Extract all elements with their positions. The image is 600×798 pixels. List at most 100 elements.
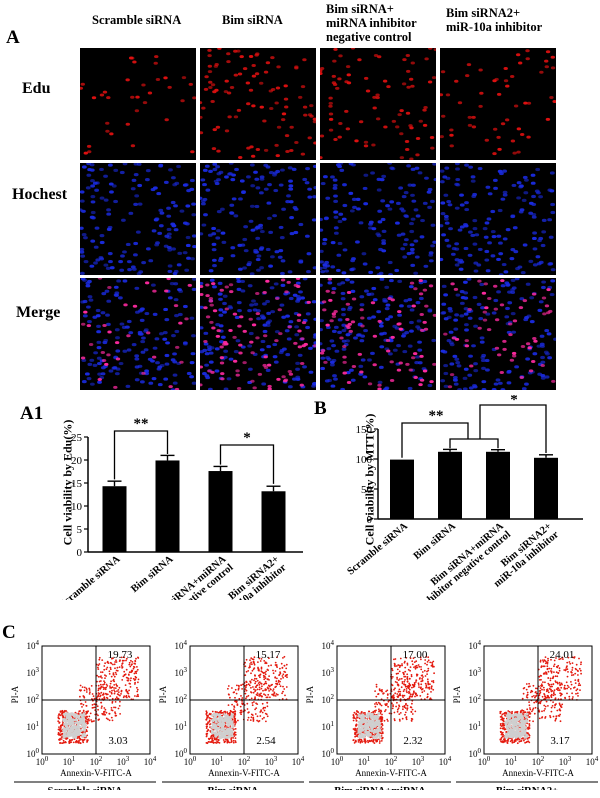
- flow-event-point: [579, 684, 582, 687]
- flow-event-point: [268, 690, 270, 692]
- flow-event-point: [235, 700, 238, 703]
- flow-event-point: [234, 723, 236, 725]
- flow-event-point: [372, 739, 375, 742]
- flow-core-point: [516, 722, 520, 726]
- flow-event-point: [207, 721, 209, 724]
- flow-event-point: [500, 736, 503, 739]
- flow-event-point: [422, 676, 424, 678]
- flow-event-point: [110, 680, 112, 683]
- flow-event-point: [86, 726, 89, 729]
- flow-event-point: [557, 672, 560, 674]
- flow-core-point: [214, 720, 218, 724]
- flow-event-point: [229, 710, 232, 712]
- flow-event-point: [82, 695, 85, 697]
- flow-event-point: [97, 664, 100, 667]
- flow-sample-label: Bim siRNA2+: [496, 786, 558, 790]
- flow-event-point: [247, 694, 250, 697]
- flow-core-point: [66, 733, 69, 737]
- flow-event-point: [501, 725, 504, 727]
- flow-upper-right-percent: 15.17: [256, 649, 281, 661]
- flow-event-point: [572, 674, 575, 676]
- flow-event-point: [113, 689, 115, 691]
- flow-event-point: [268, 657, 270, 660]
- flow-event-point: [99, 683, 102, 686]
- flow-event-point: [555, 657, 557, 659]
- flow-y-tick-label: 103: [322, 666, 335, 678]
- flow-event-point: [525, 741, 528, 744]
- flow-core-point: [67, 722, 70, 726]
- flow-event-point: [260, 658, 263, 660]
- flow-event-point: [97, 687, 100, 690]
- flow-event-point: [81, 686, 84, 688]
- flow-event-point: [216, 736, 219, 738]
- flow-event-point: [125, 659, 127, 662]
- flow-event-point: [266, 705, 269, 708]
- flow-core-point: [508, 735, 512, 739]
- flow-event-point: [258, 657, 261, 660]
- flow-event-point: [424, 682, 427, 685]
- flow-event-point: [136, 666, 138, 668]
- flow-event-point: [556, 682, 559, 685]
- flow-event-point: [255, 693, 258, 696]
- flow-event-point: [262, 672, 265, 674]
- flow-event-point: [401, 682, 404, 685]
- flow-event-point: [427, 683, 430, 686]
- flow-event-point: [253, 679, 255, 682]
- flow-event-point: [375, 740, 378, 743]
- flow-event-point: [88, 715, 91, 718]
- flow-event-point: [262, 674, 265, 677]
- flow-event-point: [355, 731, 358, 734]
- flow-event-point: [208, 713, 211, 716]
- flow-event-point: [429, 683, 431, 686]
- flow-event-point: [547, 677, 550, 679]
- flow-event-point: [392, 704, 394, 706]
- flow-event-point: [227, 685, 230, 687]
- flow-core-point: [516, 734, 519, 738]
- flow-event-point: [531, 690, 534, 693]
- flow-event-point: [502, 741, 504, 744]
- flow-event-point: [257, 661, 259, 663]
- flow-event-point: [391, 667, 393, 670]
- flow-event-point: [391, 707, 394, 710]
- flow-event-point: [542, 665, 545, 668]
- flow-event-point: [426, 670, 428, 673]
- flow-event-point: [233, 721, 235, 724]
- flow-event-point: [406, 664, 409, 666]
- flow-event-point: [127, 673, 130, 676]
- flow-event-point: [206, 714, 208, 717]
- panel-a-label: A: [6, 27, 20, 48]
- flow-event-point: [578, 667, 581, 670]
- flow-event-point: [97, 708, 99, 711]
- flow-core-point: [372, 736, 376, 739]
- flow-event-point: [77, 736, 80, 738]
- flow-event-point: [521, 709, 523, 711]
- flow-event-point: [91, 720, 94, 723]
- flow-event-point: [378, 710, 381, 712]
- flow-event-point: [270, 688, 272, 691]
- flow-core-point: [217, 732, 221, 736]
- flow-core-point: [62, 727, 66, 731]
- flow-event-point: [246, 719, 249, 721]
- flow-event-point: [558, 681, 561, 684]
- flow-core-point: [362, 719, 366, 723]
- flow-event-point: [355, 712, 358, 715]
- flow-core-point: [523, 714, 527, 717]
- flow-event-point: [544, 695, 547, 698]
- flow-event-point: [511, 710, 513, 713]
- flow-event-point: [259, 674, 261, 676]
- flow-event-point: [402, 708, 404, 711]
- flow-event-point: [556, 675, 559, 678]
- flow-event-point: [374, 739, 377, 741]
- flow-event-point: [415, 681, 417, 683]
- flow-event-point: [256, 679, 259, 682]
- flow-event-point: [580, 663, 582, 666]
- flow-event-point: [404, 670, 407, 673]
- flow-event-point: [355, 720, 358, 722]
- flow-event-point: [99, 688, 102, 690]
- flow-event-point: [571, 674, 573, 677]
- flow-event-point: [542, 659, 544, 661]
- flow-event-point: [252, 716, 255, 719]
- flow-event-point: [83, 738, 86, 741]
- flow-event-point: [376, 703, 379, 706]
- flow-core-point: [78, 725, 82, 729]
